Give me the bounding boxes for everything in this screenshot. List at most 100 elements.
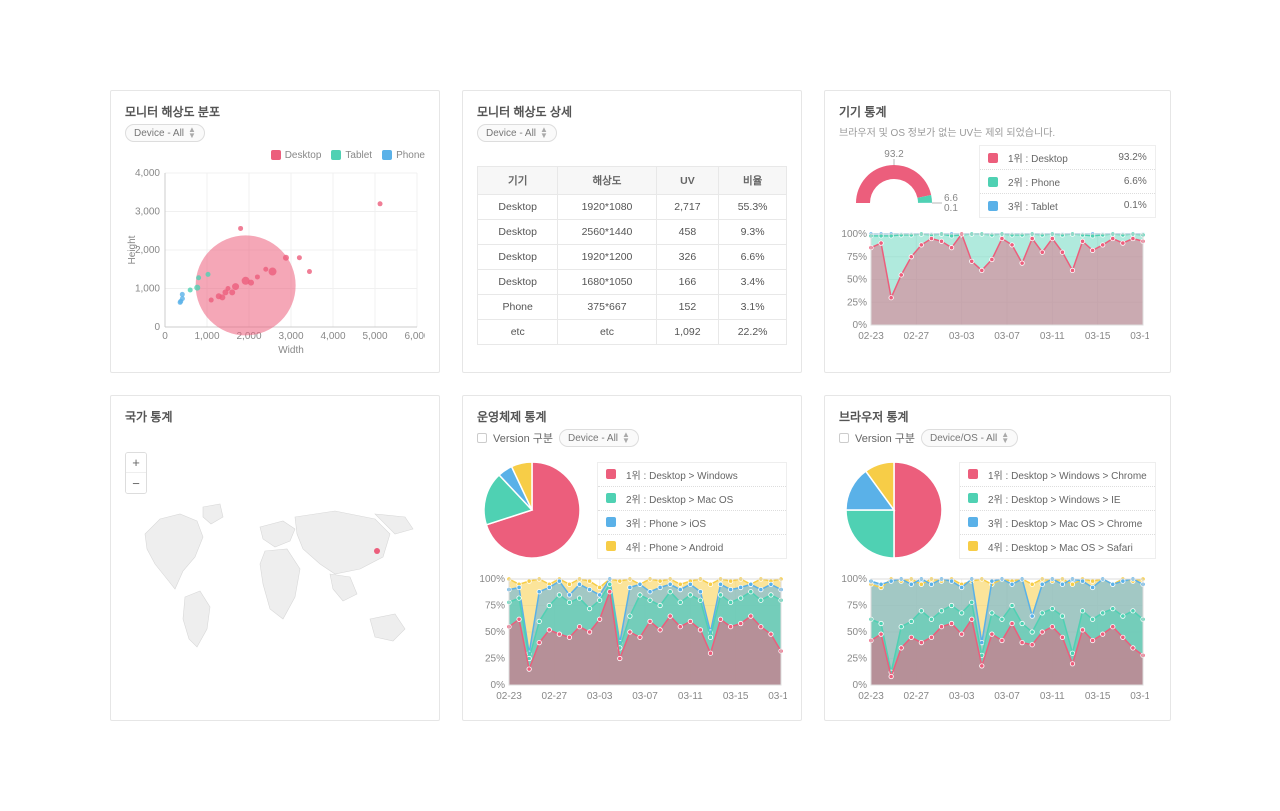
table-row[interactable]: Desktop1920*12003266.6% (478, 245, 787, 270)
table-row[interactable]: Phone375*6671523.1% (478, 295, 787, 320)
table-row[interactable]: Desktop1920*10802,71755.3% (478, 195, 787, 220)
legend-item[interactable]: 1위 : Desktop > Windows > Chrome (960, 463, 1155, 487)
os-pie-chart (477, 455, 587, 565)
column-header: 해상도 (558, 167, 656, 195)
svg-text:100%: 100% (841, 229, 867, 240)
svg-text:50%: 50% (847, 275, 867, 286)
legend-item[interactable]: Desktop (271, 150, 322, 161)
select-label: Device - All (486, 128, 536, 139)
table-cell: 55.3% (719, 195, 787, 220)
svg-text:Height: Height (127, 235, 138, 264)
table-cell: 9.3% (719, 220, 787, 245)
select-label: Device - All (568, 433, 618, 444)
device-trend-chart: 0%25%50%75%100%02-2302-2703-0303-0703-11… (839, 228, 1149, 343)
svg-text:02-23: 02-23 (858, 331, 884, 342)
table-cell: Desktop (478, 270, 558, 295)
table-cell: 152 (656, 295, 719, 320)
os-trend-chart: 0%25%50%75%100%02-2302-2703-0303-0703-11… (477, 573, 787, 703)
svg-text:6,000: 6,000 (404, 331, 425, 342)
table-cell: Desktop (478, 195, 558, 220)
svg-text:03-15: 03-15 (1085, 331, 1111, 342)
legend-item[interactable]: 4위 : Desktop > Mac OS > Safari (960, 535, 1155, 558)
device-stats-card: 기기 통계 브라우저 및 OS 정보가 없는 UV는 제외 되었습니다. 93.… (824, 90, 1171, 373)
table-cell: 1920*1200 (558, 245, 656, 270)
scatter-legend: Desktop Tablet Phone (125, 150, 425, 161)
svg-text:02-27: 02-27 (904, 331, 930, 342)
svg-text:75%: 75% (485, 601, 505, 612)
legend-item[interactable]: Tablet (331, 150, 372, 161)
legend-item[interactable]: 1위 : Desktop > Windows (598, 463, 786, 487)
svg-text:0%: 0% (491, 680, 506, 691)
device-select[interactable]: Device - All ▲▼ (559, 429, 639, 447)
legend-item[interactable]: 1위 : Desktop93.2% (980, 146, 1155, 170)
legend-item[interactable]: 3위 : Tablet0.1% (980, 194, 1155, 217)
svg-text:0%: 0% (853, 320, 868, 331)
device-select[interactable]: Device - All ▲▼ (477, 124, 557, 142)
table-row[interactable]: Desktop1680*10501663.4% (478, 270, 787, 295)
table-cell: 1,092 (656, 320, 719, 345)
legend-item[interactable]: 3위 : Phone > iOS (598, 511, 786, 535)
device-legend: 1위 : Desktop93.2%2위 : Phone6.6%3위 : Tabl… (979, 145, 1156, 218)
select-arrows-icon: ▲▼ (622, 432, 630, 444)
select-arrows-icon: ▲▼ (540, 127, 548, 139)
table-cell: etc (478, 320, 558, 345)
column-header: 기기 (478, 167, 558, 195)
device-os-select[interactable]: Device/OS - All ▲▼ (921, 429, 1018, 447)
table-cell: 458 (656, 220, 719, 245)
device-gauge: 93.26.60.1 (839, 145, 969, 215)
select-label: Device/OS - All (930, 433, 997, 444)
svg-text:0: 0 (154, 322, 160, 333)
svg-text:02-23: 02-23 (496, 691, 522, 702)
browser-pie-chart (839, 455, 949, 565)
checkbox-label: Version 구분 (855, 430, 915, 446)
svg-text:03-03: 03-03 (949, 691, 975, 702)
svg-text:4,000: 4,000 (135, 168, 160, 179)
svg-text:03-03: 03-03 (587, 691, 613, 702)
resolution-table: 기기해상도UV비율 Desktop1920*10802,71755.3%Desk… (477, 166, 787, 345)
select-arrows-icon: ▲▼ (188, 127, 196, 139)
version-checkbox[interactable] (477, 433, 487, 443)
legend-item[interactable]: 2위 : Phone6.6% (980, 170, 1155, 194)
legend-item[interactable]: 4위 : Phone > Android (598, 535, 786, 558)
card-title: 기기 통계 (839, 103, 1156, 120)
table-cell: 3.1% (719, 295, 787, 320)
os-legend: 1위 : Desktop > Windows2위 : Desktop > Mac… (597, 462, 787, 559)
svg-text:1,000: 1,000 (194, 331, 219, 342)
legend-item[interactable]: 2위 : Desktop > Windows > IE (960, 487, 1155, 511)
svg-text:03-11: 03-11 (1040, 691, 1065, 702)
svg-text:4,000: 4,000 (320, 331, 345, 342)
table-row[interactable]: etcetc1,09222.2% (478, 320, 787, 345)
svg-text:0.1: 0.1 (944, 203, 958, 214)
card-title: 모니터 해상도 상세 (477, 103, 787, 120)
svg-text:03-11: 03-11 (1040, 331, 1065, 342)
svg-text:2,000: 2,000 (135, 245, 160, 256)
table-cell: Desktop (478, 220, 558, 245)
svg-text:93.2: 93.2 (884, 149, 904, 160)
svg-text:0: 0 (162, 331, 168, 342)
column-header: 비율 (719, 167, 787, 195)
checkbox-label: Version 구분 (493, 430, 553, 446)
svg-text:75%: 75% (847, 252, 867, 263)
version-checkbox[interactable] (839, 433, 849, 443)
zoom-in-button[interactable]: + (126, 453, 146, 473)
card-title: 모니터 해상도 분포 (125, 103, 425, 120)
table-cell: 326 (656, 245, 719, 270)
svg-text:03-07: 03-07 (632, 691, 658, 702)
table-cell: Desktop (478, 245, 558, 270)
zoom-out-button[interactable]: − (126, 473, 146, 493)
legend-item[interactable]: 2위 : Desktop > Mac OS (598, 487, 786, 511)
table-cell: 1680*1050 (558, 270, 656, 295)
card-title: 브라우저 통계 (839, 408, 1156, 425)
svg-text:02-23: 02-23 (858, 691, 884, 702)
svg-text:03-15: 03-15 (723, 691, 749, 702)
map-zoom-controls: + − (125, 452, 147, 494)
browser-legend: 1위 : Desktop > Windows > Chrome2위 : Desk… (959, 462, 1156, 559)
browser-stats-card: 브라우저 통계 Version 구분 Device/OS - All ▲▼ 1위… (824, 395, 1171, 721)
os-stats-card: 운영체제 통계 Version 구분 Device - All ▲▼ 1위 : … (462, 395, 802, 721)
table-row[interactable]: Desktop2560*14404589.3% (478, 220, 787, 245)
device-select[interactable]: Device - All ▲▼ (125, 124, 205, 142)
legend-item[interactable]: 3위 : Desktop > Mac OS > Chrome (960, 511, 1155, 535)
world-map[interactable] (125, 459, 425, 679)
svg-text:3,000: 3,000 (278, 331, 303, 342)
legend-item[interactable]: Phone (382, 150, 425, 161)
